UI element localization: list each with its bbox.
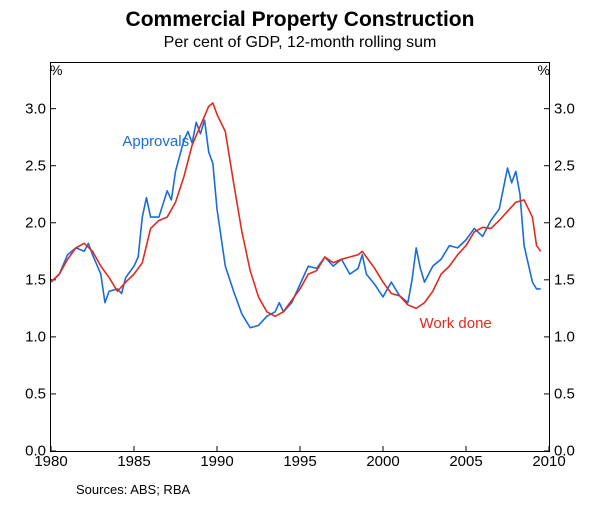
chart-title: Commercial Property Construction <box>0 0 600 32</box>
y-tick-label-left: 1.0 <box>0 328 46 345</box>
y-tick-label-right: 2.5 <box>554 157 600 174</box>
sources-text: Sources: ABS; RBA <box>76 482 190 497</box>
x-tick-label: 2005 <box>449 453 482 470</box>
y-tick-label-right: 1.5 <box>554 271 600 288</box>
chart-subtitle: Per cent of GDP, 12-month rolling sum <box>0 34 600 52</box>
y-tick-label-left: 2.0 <box>0 214 46 231</box>
x-tick-label: 1995 <box>283 453 316 470</box>
x-tick-label: 1990 <box>200 453 233 470</box>
y-tick-label-right: 3.0 <box>554 100 600 117</box>
x-tick-label: 1980 <box>34 453 67 470</box>
y-tick-label-left: 0.5 <box>0 385 46 402</box>
x-tick-label: 1985 <box>117 453 150 470</box>
chart-container: Commercial Property Construction Per cen… <box>0 0 600 506</box>
y-tick-label-right: 0.5 <box>554 385 600 402</box>
x-tick-label: 2000 <box>366 453 399 470</box>
plot-area <box>50 62 550 452</box>
series-line <box>51 120 541 328</box>
y-tick-label-right: 2.0 <box>554 214 600 231</box>
y-tick-label-right: 1.0 <box>554 328 600 345</box>
plot-svg <box>51 63 549 451</box>
series-label: Approvals <box>122 133 189 150</box>
series-label: Work done <box>420 315 492 332</box>
x-tick-label: 2010 <box>532 453 565 470</box>
y-tick-label-left: 1.5 <box>0 271 46 288</box>
y-tick-label-left: 2.5 <box>0 157 46 174</box>
y-tick-label-left: 3.0 <box>0 100 46 117</box>
